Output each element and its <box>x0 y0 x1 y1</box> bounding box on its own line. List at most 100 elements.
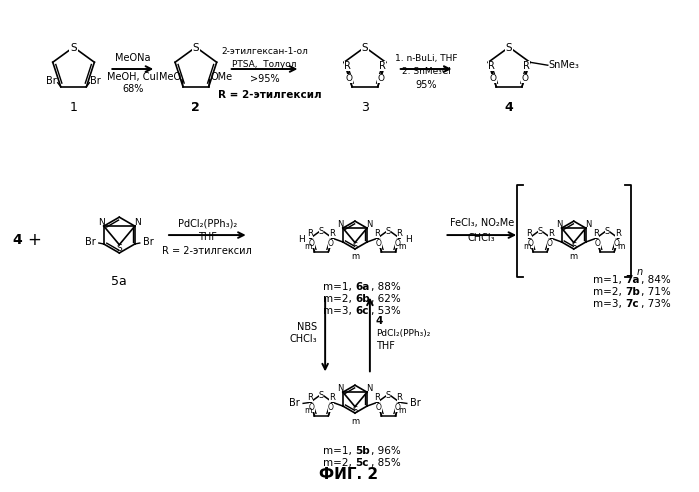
Text: 3: 3 <box>361 101 369 114</box>
Text: 6a: 6a <box>355 282 369 292</box>
Text: O: O <box>345 74 352 83</box>
Text: THF: THF <box>376 341 395 351</box>
Text: S: S <box>71 43 77 53</box>
Text: >95%: >95% <box>250 74 280 84</box>
Text: R: R <box>548 229 554 238</box>
Text: 5c: 5c <box>355 458 368 468</box>
Text: 4: 4 <box>12 233 22 247</box>
Text: FeCl₃, NO₂Me: FeCl₃, NO₂Me <box>449 218 514 228</box>
Text: O: O <box>547 239 553 248</box>
Text: m: m <box>523 242 531 251</box>
Text: NBS: NBS <box>297 322 317 332</box>
Text: , 62%: , 62% <box>371 294 401 304</box>
Text: THF: THF <box>198 232 217 242</box>
Text: m: m <box>304 406 312 415</box>
Text: R: R <box>329 393 336 402</box>
Text: R: R <box>526 229 532 238</box>
Text: 2: 2 <box>192 101 200 114</box>
Text: 6c: 6c <box>355 306 368 316</box>
Text: O: O <box>376 239 382 248</box>
Text: 6b: 6b <box>355 294 370 304</box>
Text: ФИГ. 2: ФИГ. 2 <box>319 466 379 482</box>
Text: 1. n-BuLi, THF: 1. n-BuLi, THF <box>395 54 457 62</box>
Text: S: S <box>538 227 543 236</box>
Text: 1: 1 <box>70 101 78 114</box>
Text: , 88%: , 88% <box>371 282 401 292</box>
Text: S: S <box>386 227 391 236</box>
Text: S: S <box>319 391 324 400</box>
Text: PdCl₂(PPh₃)₂: PdCl₂(PPh₃)₂ <box>376 329 430 338</box>
Text: n: n <box>637 267 642 277</box>
Text: Br: Br <box>410 399 421 408</box>
Text: SnMe₃: SnMe₃ <box>549 60 579 70</box>
Text: O: O <box>328 403 334 412</box>
Text: MeOH, CuI: MeOH, CuI <box>107 72 159 82</box>
Text: R: R <box>308 229 313 238</box>
Text: m: m <box>351 252 359 261</box>
Text: O: O <box>376 403 382 412</box>
Text: S: S <box>319 227 324 236</box>
Text: S: S <box>352 406 358 415</box>
Text: Br: Br <box>289 399 300 408</box>
Text: m=2,: m=2, <box>323 294 355 304</box>
Text: S: S <box>352 242 358 251</box>
Text: N: N <box>556 219 562 229</box>
Text: 7a: 7a <box>626 275 640 285</box>
Text: R: R <box>380 61 386 71</box>
Text: 5b: 5b <box>355 446 370 456</box>
Text: O: O <box>521 74 528 83</box>
Text: PTSA,  Толуол: PTSA, Толуол <box>232 60 297 68</box>
Text: CHCl₃: CHCl₃ <box>468 233 496 243</box>
Text: O: O <box>377 74 384 83</box>
Text: O: O <box>328 239 334 248</box>
Text: m=1,: m=1, <box>323 446 355 456</box>
Text: O: O <box>395 239 401 248</box>
Text: 2. SnMe₃Cl: 2. SnMe₃Cl <box>402 67 450 76</box>
Text: 4: 4 <box>505 101 514 114</box>
Text: S: S <box>192 43 199 53</box>
Text: O: O <box>595 239 600 248</box>
Text: m: m <box>570 252 578 261</box>
Text: m: m <box>304 242 312 251</box>
Text: 95%: 95% <box>415 80 437 90</box>
Text: O: O <box>309 403 315 412</box>
Text: R: R <box>329 229 336 238</box>
Text: H: H <box>405 235 412 244</box>
Text: OMe: OMe <box>210 72 233 82</box>
Text: R: R <box>396 393 403 402</box>
Text: CHCl₃: CHCl₃ <box>289 335 317 344</box>
Text: m: m <box>398 406 405 415</box>
Text: m=2,: m=2, <box>323 458 355 468</box>
Text: R = 2-этилгексил: R = 2-этилгексил <box>162 246 252 256</box>
Text: m: m <box>398 242 405 251</box>
Text: m: m <box>617 242 624 251</box>
Text: Br: Br <box>90 76 101 86</box>
Text: S: S <box>361 43 368 53</box>
Text: , 53%: , 53% <box>371 306 401 316</box>
Text: R: R <box>344 61 350 71</box>
Text: N: N <box>98 217 105 226</box>
Text: R: R <box>308 393 313 402</box>
Text: 5a: 5a <box>111 275 127 288</box>
Text: R: R <box>524 61 531 71</box>
Text: 7b: 7b <box>626 287 640 297</box>
Text: R: R <box>375 229 380 238</box>
Text: R: R <box>615 229 621 238</box>
Text: N: N <box>337 384 343 393</box>
Text: O: O <box>309 239 315 248</box>
Text: 4: 4 <box>376 315 383 326</box>
Text: H: H <box>298 235 305 244</box>
Text: m=3,: m=3, <box>323 306 355 316</box>
Text: MeONa: MeONa <box>115 53 150 63</box>
Text: S: S <box>571 242 577 251</box>
Text: S: S <box>506 43 512 53</box>
Text: 2-этилгексан-1-ол: 2-этилгексан-1-ол <box>221 47 308 56</box>
Text: O: O <box>395 403 401 412</box>
Text: S: S <box>117 244 122 253</box>
Text: N: N <box>337 219 343 229</box>
Text: , 85%: , 85% <box>371 458 401 468</box>
Text: R = 2-этилгексил: R = 2-этилгексил <box>217 90 322 100</box>
Text: O: O <box>528 239 533 248</box>
Text: PdCl₂(PPh₃)₂: PdCl₂(PPh₃)₂ <box>178 218 237 228</box>
Text: N: N <box>585 219 591 229</box>
